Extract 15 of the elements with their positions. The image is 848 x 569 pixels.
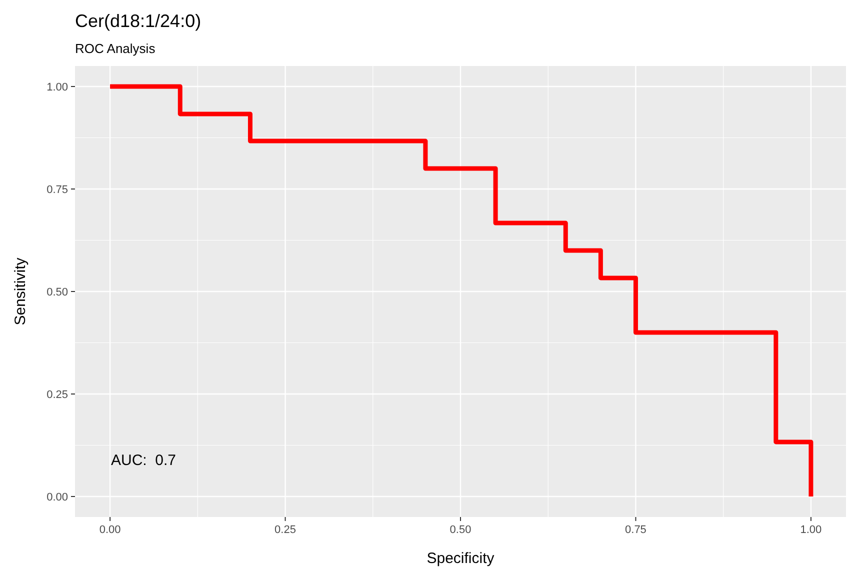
y-axis-title: Sensitivity bbox=[12, 257, 29, 326]
x-axis-title: Specificity bbox=[426, 550, 495, 567]
y-tick-label: 0.50 bbox=[46, 286, 68, 298]
chart-title: Cer(d18:1/24:0) bbox=[75, 11, 202, 31]
y-tick-label: 1.00 bbox=[46, 82, 68, 94]
y-tick-label: 0.25 bbox=[46, 389, 68, 401]
x-tick-label: 1.00 bbox=[800, 524, 822, 536]
x-tick-label: 0.50 bbox=[450, 524, 472, 536]
x-tick-label: 0.75 bbox=[625, 524, 646, 536]
annotation: AUC: 0.7 bbox=[111, 452, 176, 469]
y-tick-label: 0.75 bbox=[46, 184, 68, 196]
y-tick-label: 0.00 bbox=[46, 492, 68, 504]
chart-subtitle: ROC Analysis bbox=[75, 41, 156, 56]
x-tick-label: 0.25 bbox=[274, 524, 296, 536]
x-tick-label: 0.00 bbox=[99, 524, 121, 536]
